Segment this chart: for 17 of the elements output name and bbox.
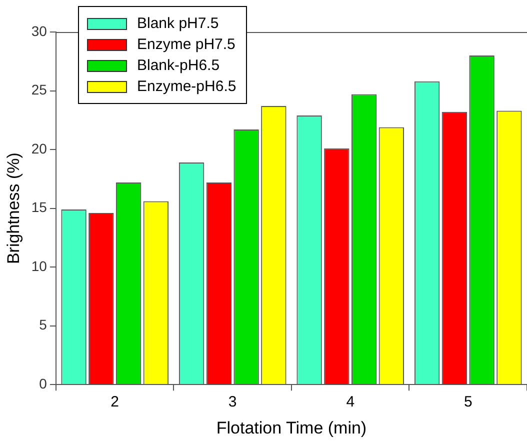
x-tick-label: 4 — [346, 394, 355, 411]
y-tick-label: 0 — [39, 375, 48, 392]
y-tick-label: 10 — [31, 258, 48, 274]
legend-label: Blank pH7.5 — [137, 15, 219, 32]
y-tick-label: 30 — [31, 22, 48, 39]
y-tick-label: 20 — [31, 140, 48, 156]
legend-label: Blank-pH6.5 — [137, 57, 220, 74]
y-tick-label: 5 — [39, 316, 48, 333]
x-tick-label: 3 — [228, 394, 237, 411]
x-tick-label: 2 — [110, 394, 120, 411]
x-axis-title: Flotation Time (min) — [216, 418, 367, 438]
y-tick-label: 25 — [31, 82, 48, 98]
y-tick-label: 15 — [31, 199, 48, 216]
y-axis-title: Brightness (%) — [4, 152, 23, 264]
x-tick-label: 5 — [464, 394, 472, 411]
legend-label: Enzyme pH7.5 — [137, 36, 236, 53]
legend-label: Enzyme-pH6.5 — [137, 78, 236, 95]
